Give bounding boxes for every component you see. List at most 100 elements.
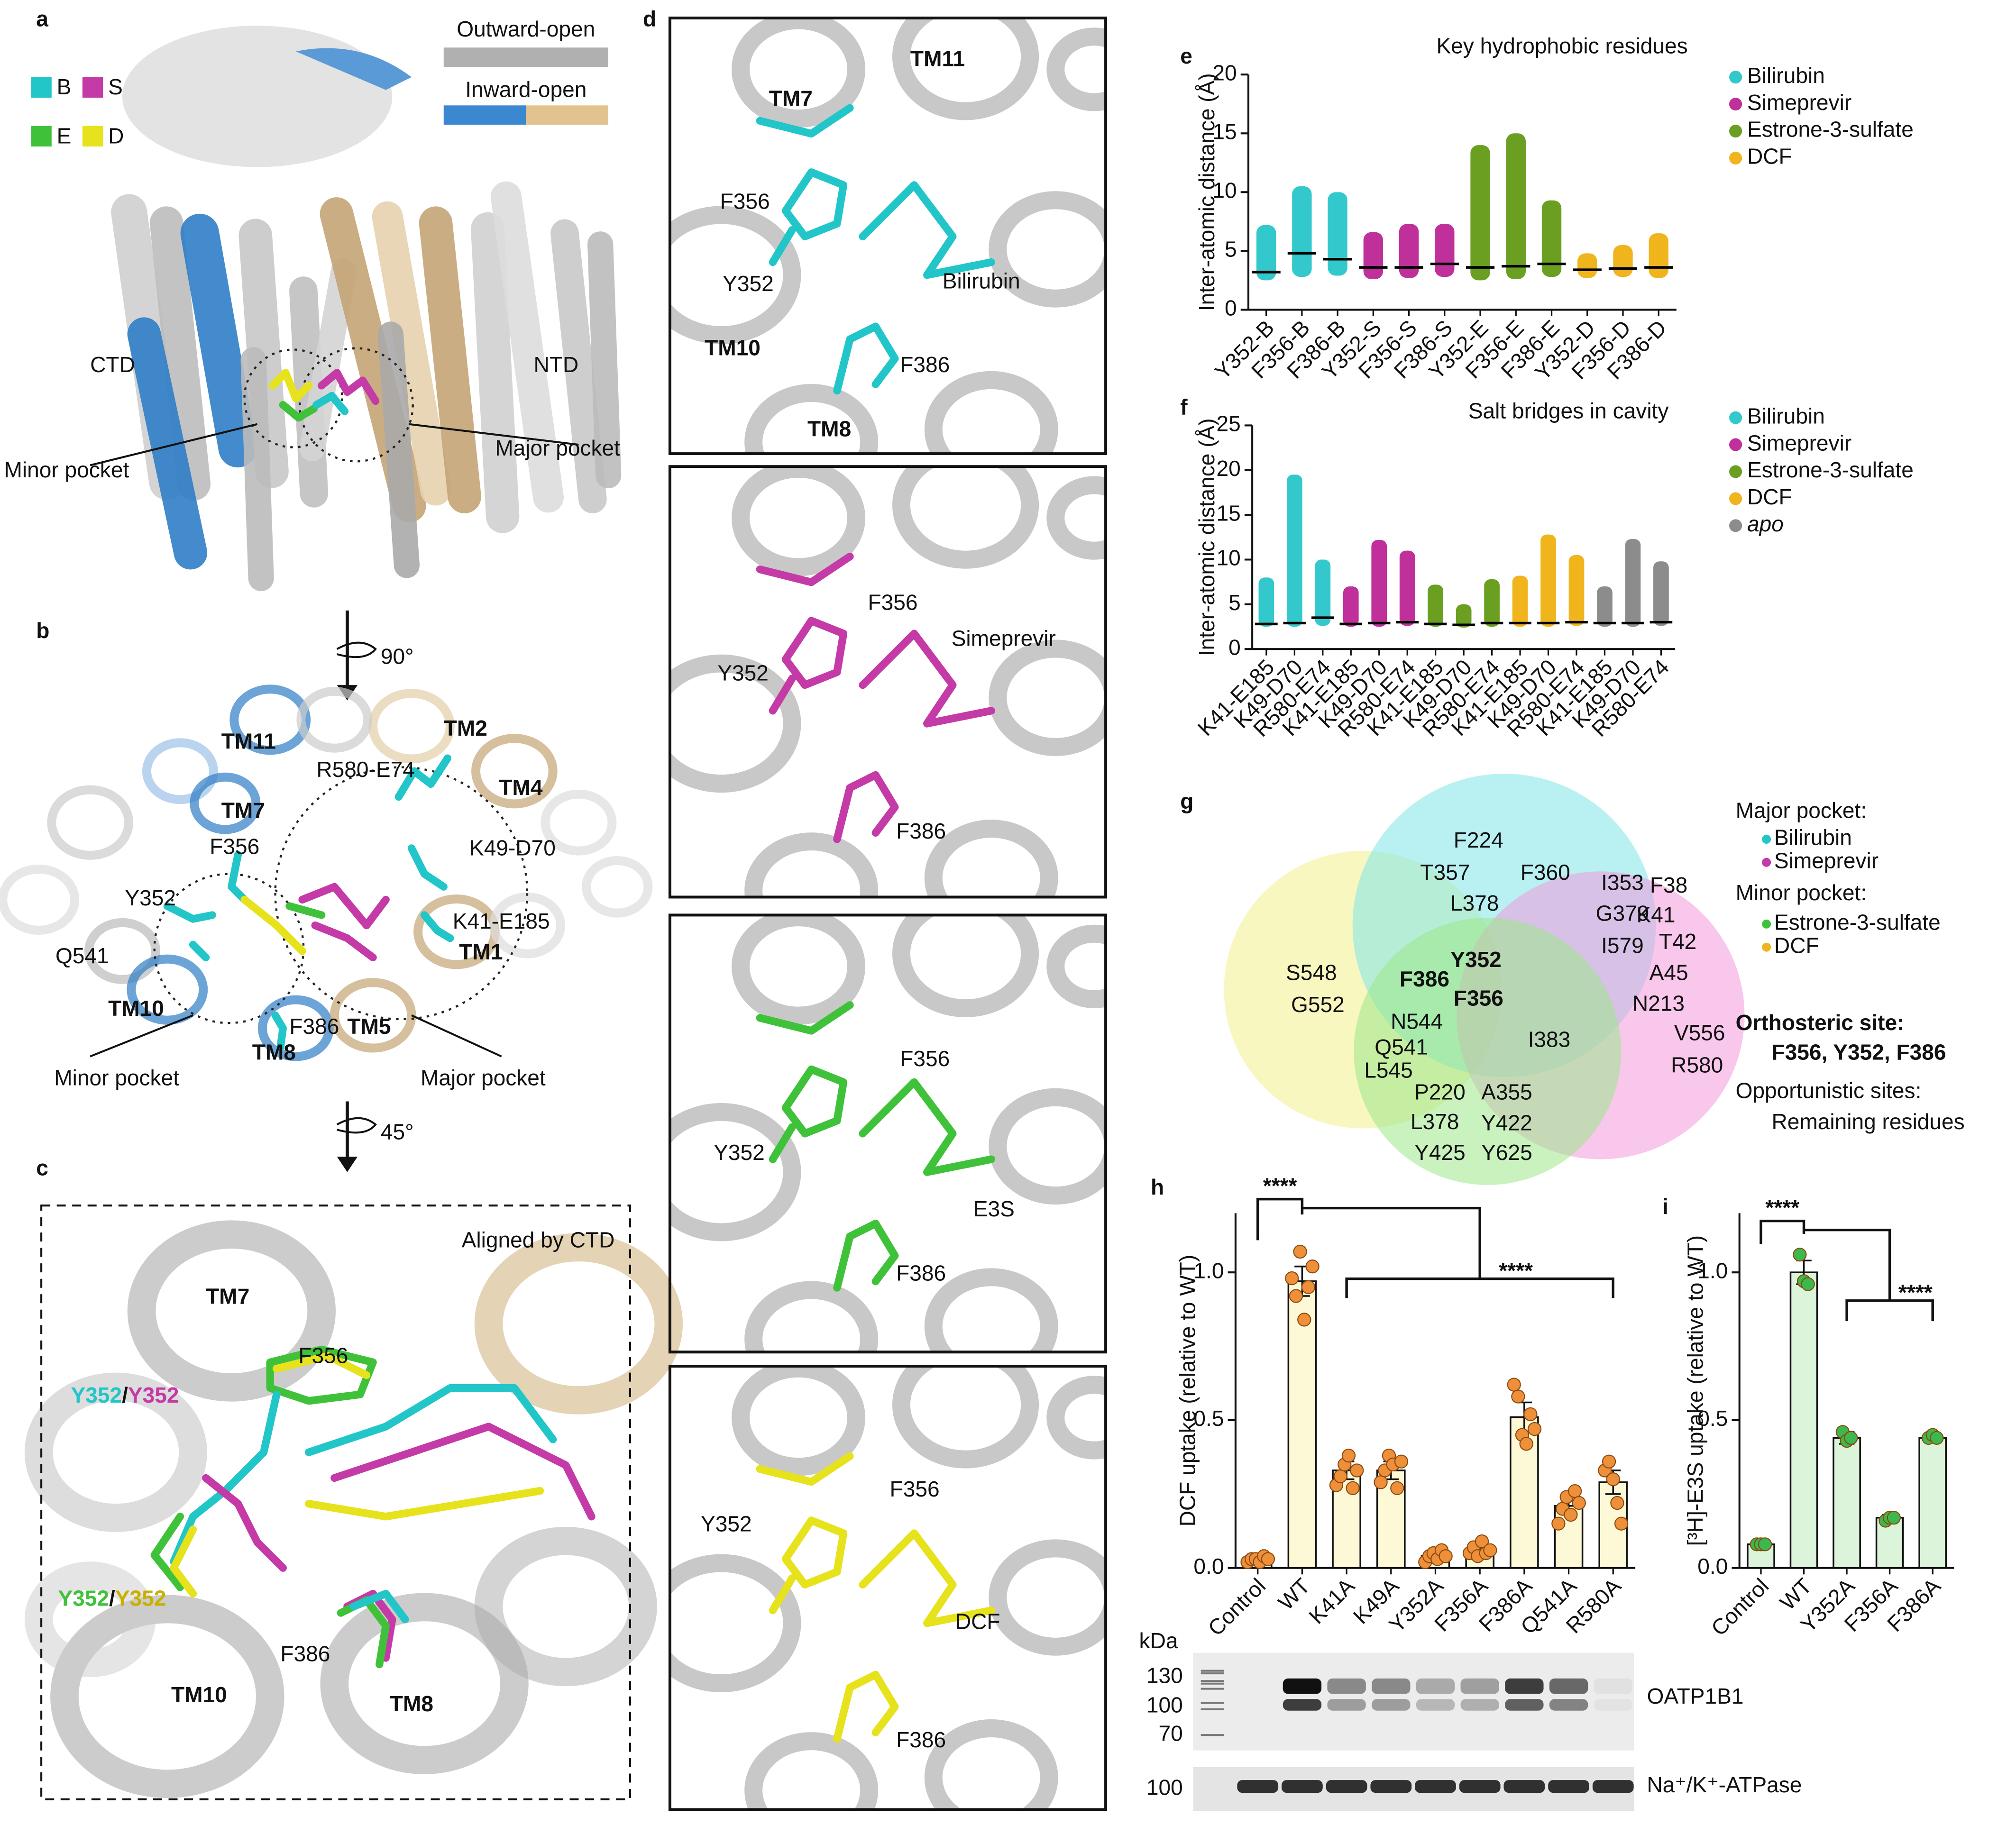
distribution <box>1371 539 1387 627</box>
residue-pair-part: Y352 <box>58 1586 109 1611</box>
panel-label: h <box>1151 1175 1164 1199</box>
helix <box>377 321 420 578</box>
data-point <box>1614 1516 1629 1531</box>
chart-title: Key hydrophobic residues <box>1436 33 1687 58</box>
legend-dot <box>1762 834 1771 844</box>
blot-band <box>1594 1678 1632 1694</box>
residue-stick <box>349 1589 409 1624</box>
residue-stick <box>202 1474 287 1572</box>
distribution <box>1428 584 1444 627</box>
label: K41 <box>1636 902 1675 927</box>
label: F356 <box>890 1477 940 1501</box>
residue-stick <box>273 1352 371 1379</box>
blot-band <box>1416 1678 1455 1694</box>
data-point <box>1297 1313 1311 1327</box>
label: TM8 <box>807 416 851 441</box>
helix <box>50 1595 284 1798</box>
distribution <box>1363 232 1384 279</box>
label: F386 <box>280 1641 330 1666</box>
data-point <box>1341 1449 1356 1463</box>
distribution <box>1506 133 1526 279</box>
bar <box>1789 1271 1818 1569</box>
label: TM11 <box>910 46 965 71</box>
residue-stick <box>756 552 854 586</box>
bar <box>1833 1437 1861 1569</box>
label: TM7 <box>206 1284 249 1309</box>
residue-pair-part: Y352 <box>71 1383 122 1407</box>
label: Y352 <box>701 1511 752 1536</box>
helix <box>669 206 801 344</box>
helix <box>180 213 257 468</box>
data-point <box>1572 1496 1586 1510</box>
data-point <box>1930 1431 1944 1445</box>
label: Inward-open <box>465 77 586 102</box>
helix <box>127 317 208 570</box>
data-point <box>1301 1280 1316 1294</box>
blot-band <box>1505 1699 1544 1711</box>
panel-frame <box>668 1365 1108 1811</box>
distribution <box>1568 555 1585 626</box>
data-point <box>1758 1537 1772 1551</box>
residue-stick <box>266 1345 377 1405</box>
panel-frame <box>668 16 1108 456</box>
x-tick-label: Control <box>1203 1573 1270 1641</box>
distribution <box>1577 253 1597 278</box>
blot-band <box>1283 1678 1322 1694</box>
residue-stick <box>756 1452 854 1486</box>
helix <box>1046 924 1106 1008</box>
y-axis-label: Inter-atomic distance (Å) <box>1194 73 1219 311</box>
helix <box>296 686 373 753</box>
data-point <box>1793 1248 1807 1262</box>
helix <box>190 772 261 834</box>
label: Y422 <box>1481 1111 1532 1135</box>
residue-stick <box>859 630 995 728</box>
helix <box>892 915 1039 1017</box>
label: TM8 <box>252 1040 296 1064</box>
label: 70 <box>1158 1721 1182 1745</box>
helix <box>368 689 455 764</box>
helix <box>1046 1376 1106 1460</box>
helix <box>732 915 866 1025</box>
helix <box>732 18 866 128</box>
label: F386 <box>289 1014 339 1039</box>
residue-stick <box>163 902 216 923</box>
helix <box>474 1526 657 1687</box>
connector <box>409 423 579 446</box>
x-tick-label: Control <box>1706 1573 1774 1641</box>
blot-band <box>1283 1699 1322 1711</box>
distribution <box>1315 559 1331 626</box>
label: A45 <box>1649 960 1688 985</box>
label: 45° <box>381 1120 414 1144</box>
distribution <box>1512 575 1528 627</box>
state-key <box>443 47 608 67</box>
helix <box>471 734 558 809</box>
protein-ecd <box>295 48 412 90</box>
blot-band <box>1327 1678 1366 1694</box>
label: K41-E185 <box>453 909 550 933</box>
ligand-key <box>31 126 52 147</box>
label: L378 <box>1411 1109 1459 1134</box>
label: A355 <box>1481 1079 1532 1104</box>
helix <box>550 219 607 513</box>
label: Q541 <box>1375 1035 1428 1059</box>
blot-band <box>1327 1699 1366 1711</box>
ligand-key <box>82 77 103 98</box>
residue-stick <box>833 322 899 395</box>
residue-stick <box>311 921 377 962</box>
data-point <box>1551 1516 1566 1531</box>
residue-stick <box>859 1078 995 1176</box>
significance: **** <box>1898 1280 1933 1305</box>
label: CTD <box>90 352 135 377</box>
residue-stick <box>318 369 380 405</box>
residue-stick <box>407 844 448 891</box>
label: V556 <box>1674 1021 1725 1045</box>
significance: **** <box>1499 1258 1533 1283</box>
distribution <box>1258 577 1274 627</box>
residue-stick <box>833 1219 899 1292</box>
label: 130 <box>1146 1663 1183 1688</box>
label: L378 <box>1450 891 1499 915</box>
residue-stick <box>781 1065 848 1138</box>
helix <box>142 738 218 804</box>
significance-bracket <box>1256 1197 1304 1241</box>
